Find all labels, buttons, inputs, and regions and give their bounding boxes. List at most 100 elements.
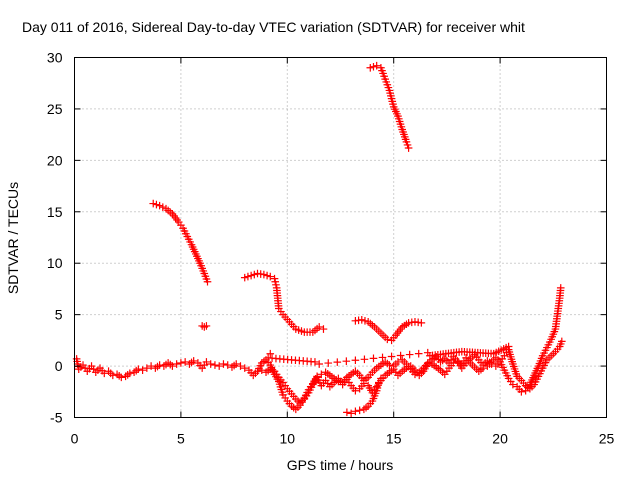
- data-point: [369, 62, 378, 71]
- data-point: [189, 357, 198, 365]
- data-point: [558, 337, 566, 346]
- data-point: [179, 224, 187, 233]
- data-point: [236, 362, 245, 370]
- series-arc-4: [351, 315, 426, 345]
- data-point: [257, 366, 266, 374]
- data-point: [181, 358, 189, 366]
- data-point: [385, 86, 394, 95]
- data-point: [315, 323, 324, 331]
- data-point: [387, 92, 395, 100]
- data-point: [388, 97, 397, 106]
- data-point: [292, 325, 300, 333]
- data-point: [402, 138, 411, 146]
- data-point: [375, 378, 383, 387]
- x-axis-ticks: 0 5 10 15 20 25: [71, 57, 614, 447]
- series-arc-3: [240, 269, 328, 336]
- y-tick-label: 0: [55, 358, 63, 374]
- data-point: [177, 359, 185, 367]
- data-point: [317, 370, 326, 379]
- data-point: [134, 365, 143, 373]
- data-point: [500, 366, 509, 374]
- data-point: [380, 72, 388, 81]
- data-point: [540, 361, 548, 370]
- series-high-arc-1: [149, 199, 212, 286]
- series-high-arc-2: [366, 61, 413, 152]
- x-tick-label: 10: [280, 431, 296, 447]
- data-point: [369, 354, 378, 363]
- data-point: [215, 362, 224, 370]
- data-point: [499, 363, 507, 372]
- y-axis-label: SDTVAR / TECUs: [5, 182, 21, 294]
- x-tick-label: 0: [71, 431, 79, 447]
- data-point: [223, 361, 232, 369]
- data-point: [159, 203, 167, 211]
- data-point: [509, 380, 517, 389]
- data-point: [138, 366, 147, 374]
- data-point: [297, 327, 306, 335]
- y-tick-label: -5: [50, 410, 63, 426]
- data-point: [202, 358, 211, 366]
- data-point: [319, 325, 328, 333]
- data-point: [351, 386, 360, 395]
- data-point: [202, 275, 211, 283]
- data-point: [497, 360, 506, 369]
- data-point: [343, 408, 351, 417]
- data-point: [253, 367, 262, 376]
- data-point: [382, 78, 391, 86]
- data-point: [541, 358, 550, 367]
- data-point: [270, 274, 279, 283]
- data-point: [534, 372, 543, 381]
- plot-frame: [74, 57, 607, 418]
- data-point: [503, 371, 511, 380]
- data-point: [377, 374, 385, 383]
- grid-lines: [74, 57, 607, 418]
- data-point: [361, 317, 369, 325]
- data-point: [109, 371, 117, 380]
- data-point: [201, 272, 210, 281]
- data-point: [372, 61, 381, 70]
- data-point: [219, 360, 228, 368]
- data-point: [449, 359, 458, 367]
- data-point: [360, 355, 369, 364]
- data-point: [540, 349, 548, 357]
- data-point: [184, 235, 193, 244]
- data-point: [143, 364, 151, 372]
- data-point: [186, 238, 194, 246]
- data-point: [314, 376, 323, 384]
- data-point: [351, 407, 360, 416]
- data-point: [417, 319, 426, 327]
- data-point: [240, 364, 249, 372]
- data-point: [355, 406, 364, 415]
- data-point: [334, 377, 343, 386]
- data-point: [271, 277, 280, 286]
- data-point: [202, 322, 211, 330]
- data-point: [266, 365, 275, 373]
- data-point: [315, 360, 324, 368]
- data-point: [394, 358, 402, 366]
- data-point: [183, 232, 192, 241]
- data-point: [266, 272, 275, 281]
- data-point: [152, 200, 161, 209]
- data-point: [266, 349, 275, 358]
- data-point: [244, 272, 252, 281]
- data-point: [126, 369, 134, 378]
- data-point: [383, 335, 392, 344]
- data-point: [541, 346, 550, 355]
- data-point: [311, 358, 319, 366]
- data-point: [396, 351, 405, 360]
- y-tick-label: 5: [55, 307, 63, 323]
- data-point: [313, 372, 321, 381]
- data-point: [381, 75, 389, 83]
- data-point: [182, 229, 190, 238]
- data-point: [405, 350, 414, 359]
- data-point: [404, 144, 413, 152]
- data-point: [453, 358, 462, 366]
- data-point: [504, 342, 513, 351]
- data-point: [149, 199, 158, 208]
- data-point: [100, 369, 109, 378]
- data-point: [351, 356, 360, 365]
- series-near-zero-band: [72, 337, 566, 414]
- data-point: [403, 141, 412, 149]
- y-axis-ticks: -5 0 5 10 15 20 25 30: [47, 50, 607, 426]
